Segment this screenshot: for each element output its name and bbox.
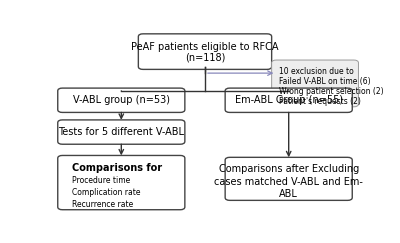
Text: Complication rate: Complication rate (72, 188, 140, 197)
FancyBboxPatch shape (58, 120, 185, 144)
Text: Recurrence rate: Recurrence rate (72, 200, 133, 209)
Text: Failed V-ABL on time (6): Failed V-ABL on time (6) (279, 77, 371, 86)
FancyBboxPatch shape (58, 88, 185, 113)
Text: V-ABL group (n=53): V-ABL group (n=53) (73, 95, 170, 105)
FancyBboxPatch shape (138, 34, 272, 69)
Text: 10 exclusion due to: 10 exclusion due to (279, 67, 354, 76)
FancyBboxPatch shape (225, 157, 352, 200)
Text: Procedure time: Procedure time (72, 176, 130, 185)
Text: Em-ABL Group (n=55): Em-ABL Group (n=55) (235, 95, 343, 105)
Text: Comparisons for: Comparisons for (72, 163, 162, 173)
Text: ABL: ABL (279, 190, 298, 200)
Text: (n=118): (n=118) (185, 52, 225, 63)
Text: Patient's requests (2): Patient's requests (2) (279, 97, 361, 106)
Text: cases matched V-ABL and Em-: cases matched V-ABL and Em- (214, 177, 363, 187)
FancyBboxPatch shape (225, 88, 352, 113)
FancyBboxPatch shape (58, 156, 185, 210)
FancyBboxPatch shape (272, 60, 358, 107)
Text: Comparisons after Excluding: Comparisons after Excluding (218, 165, 359, 174)
Text: Wrong patient selection (2): Wrong patient selection (2) (279, 87, 384, 96)
Text: PeAF patients eligible to RFCA: PeAF patients eligible to RFCA (131, 42, 279, 52)
Text: Tests for 5 different V-ABL: Tests for 5 different V-ABL (58, 127, 184, 137)
